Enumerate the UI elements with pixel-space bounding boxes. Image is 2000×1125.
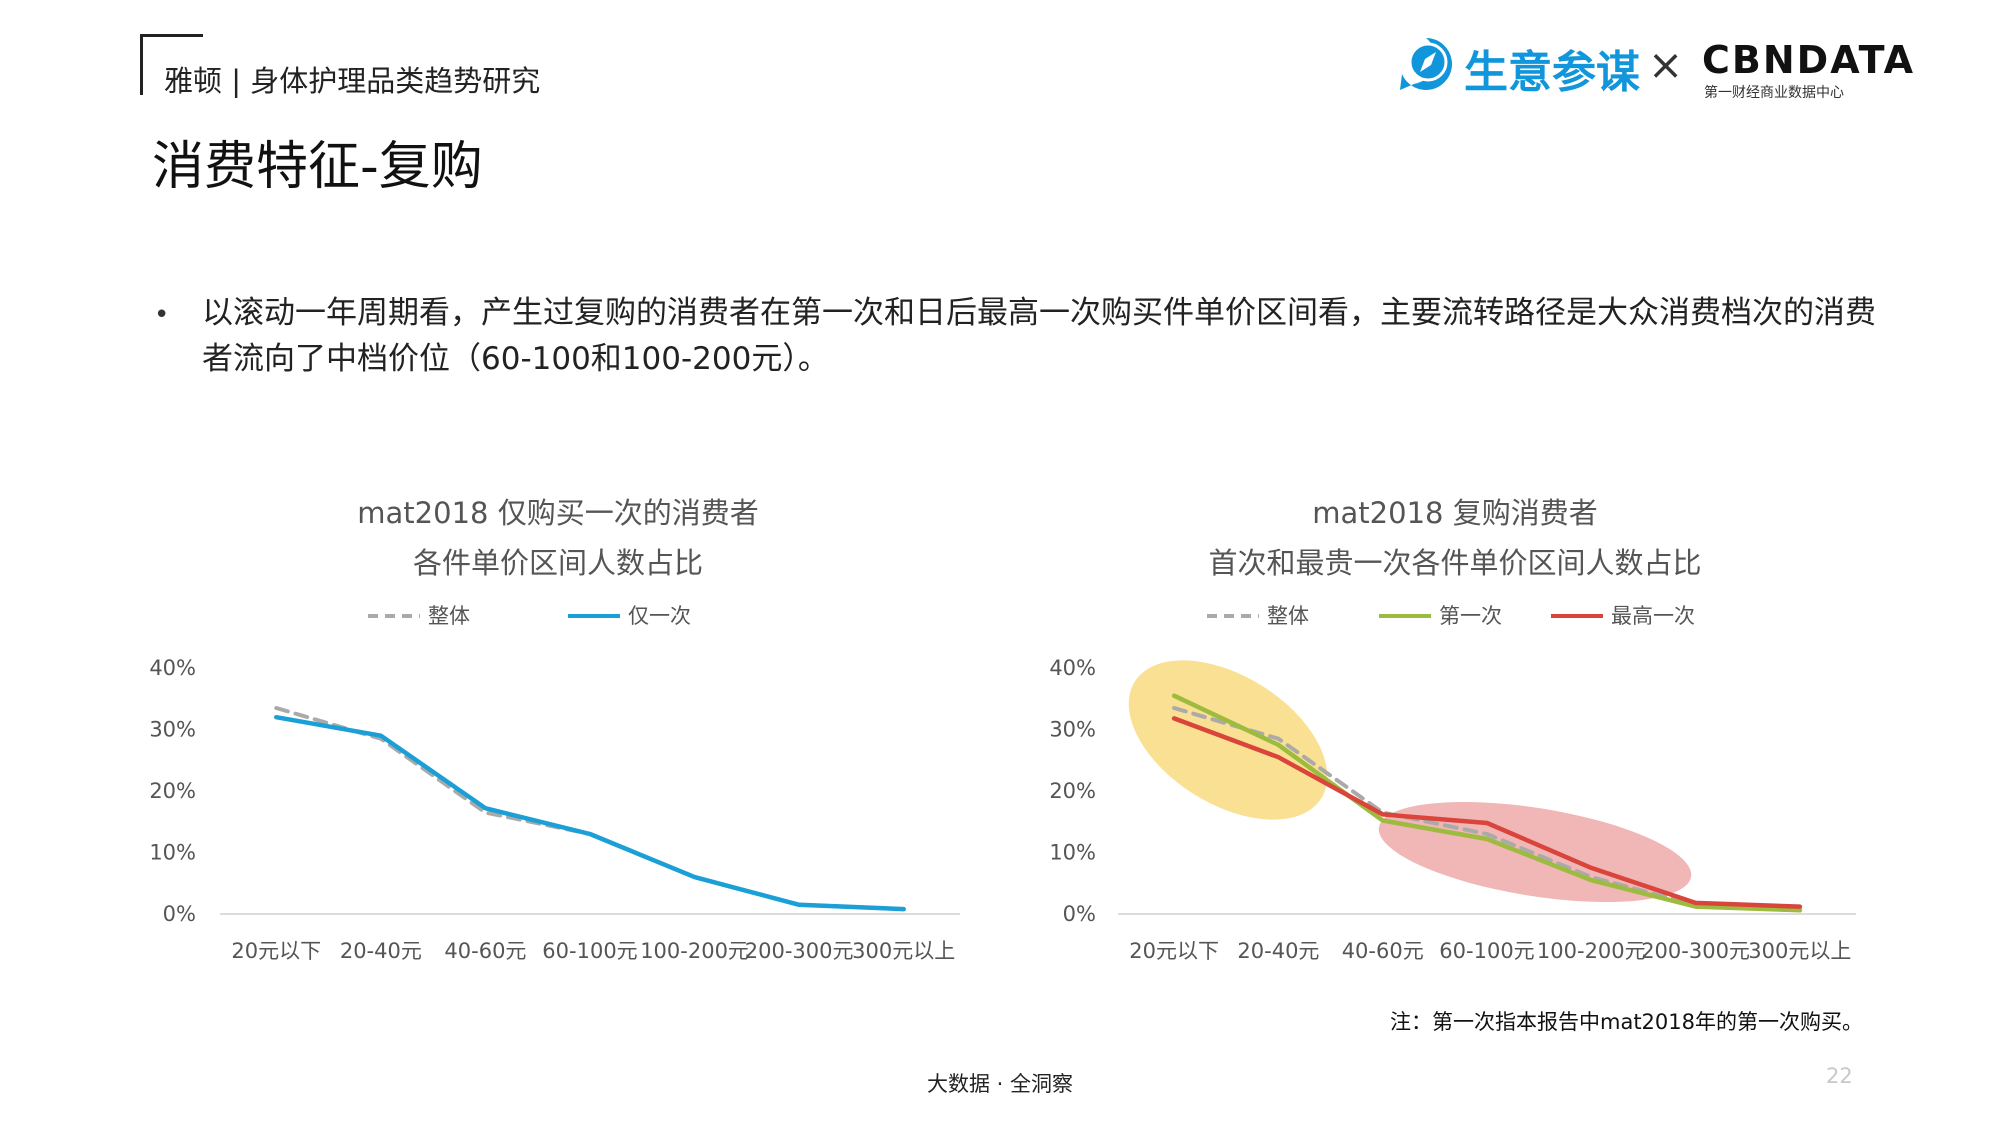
- brand-bracket: [140, 34, 203, 95]
- chart-1-title: mat2018 仅购买一次的消费者: [357, 496, 758, 530]
- bullet-marker: •: [154, 300, 170, 330]
- page-number: 22: [1826, 1064, 1853, 1088]
- y-tick-label: 10%: [1049, 841, 1096, 865]
- compass-logo-icon: [1400, 38, 1452, 90]
- report-brand: 雅顿 | 身体护理品类趋势研究: [164, 64, 541, 98]
- x-tick-label: 100-200元: [1537, 939, 1646, 963]
- logo-cbndata-subtitle: 第一财经商业数据中心: [1704, 85, 1844, 101]
- x-tick-label: 200-300元: [1641, 939, 1750, 963]
- legend-label-整体: 整体: [1267, 604, 1309, 628]
- x-tick-label: 100-200元: [640, 939, 749, 963]
- chart-2-subtitle: 首次和最贵一次各件单价区间人数占比: [1208, 546, 1701, 580]
- series-line-整体: [274, 706, 906, 912]
- y-tick-label: 40%: [149, 656, 196, 680]
- y-tick-label: 0%: [163, 902, 196, 926]
- x-tick-label: 300元以上: [852, 939, 955, 963]
- chart-footnote: 注：第一次指本报告中mat2018年的第一次购买。: [1390, 1010, 1864, 1034]
- x-tick-label: 20-40元: [340, 939, 422, 963]
- chart-1-subtitle: 各件单价区间人数占比: [413, 546, 703, 580]
- y-tick-label: 20%: [149, 779, 196, 803]
- legend-label-仅一次: 仅一次: [628, 604, 691, 628]
- x-tick-label: 60-100元: [542, 939, 637, 963]
- y-tick-label: 30%: [1049, 718, 1096, 742]
- series-line-最高一次: [1171, 716, 1803, 909]
- x-tick-label: 20元以下: [1129, 939, 1219, 963]
- y-tick-label: 10%: [149, 841, 196, 865]
- series-line-仅一次: [274, 714, 906, 912]
- y-tick-label: 40%: [1049, 656, 1096, 680]
- bullet-text: 以滚动一年周期看，产生过复购的消费者在第一次和日后最高一次购买件单价区间看，主要…: [202, 295, 1876, 377]
- x-tick-label: 40-60元: [1342, 939, 1424, 963]
- chart-2-title: mat2018 复购消费者: [1312, 496, 1597, 530]
- logo-shengyi-canmou: 生意参谋: [1464, 47, 1640, 98]
- legend-label-最高一次: 最高一次: [1611, 604, 1695, 628]
- y-tick-label: 20%: [1049, 779, 1096, 803]
- y-tick-label: 30%: [149, 718, 196, 742]
- logo-separator: ×: [1648, 40, 1684, 89]
- logo-cbndata: CBNDATA: [1702, 38, 1916, 82]
- page-footer: 大数据 · 全洞察: [926, 1072, 1074, 1096]
- page-title: 消费特征-复购: [152, 137, 483, 197]
- series-line-第一次: [1171, 693, 1803, 913]
- x-tick-label: 200-300元: [745, 939, 854, 963]
- x-tick-label: 300元以上: [1748, 939, 1851, 963]
- highlight-ellipse-mid-price: [1378, 802, 1692, 902]
- x-tick-label: 20元以下: [231, 939, 321, 963]
- x-tick-label: 60-100元: [1439, 939, 1534, 963]
- y-tick-label: 0%: [1063, 902, 1096, 926]
- x-tick-label: 40-60元: [444, 939, 526, 963]
- x-tick-label: 20-40元: [1237, 939, 1319, 963]
- legend-label-整体: 整体: [428, 604, 470, 628]
- legend-label-第一次: 第一次: [1439, 604, 1502, 628]
